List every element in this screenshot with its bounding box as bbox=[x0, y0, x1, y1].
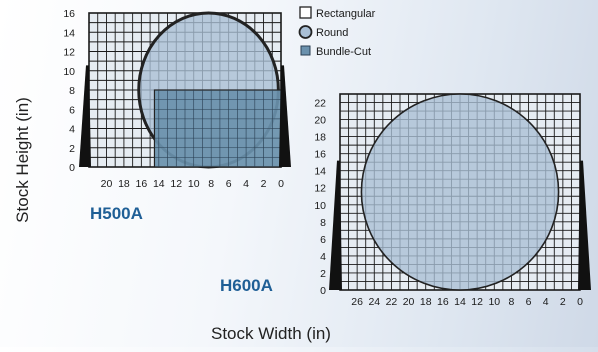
h500a-y-tick-label: 12 bbox=[63, 47, 75, 59]
h500a-y-tick-label: 14 bbox=[63, 27, 75, 39]
h500a-y-tick-label: 6 bbox=[69, 104, 75, 116]
h600a-y-tick-label: 14 bbox=[314, 166, 326, 178]
h500a-x-tick-label: 16 bbox=[136, 178, 148, 190]
h500a-x-tick-label: 6 bbox=[226, 178, 232, 190]
h500a-x-tick-label: 10 bbox=[188, 178, 200, 190]
legend-bundle-cut-label: Bundle-Cut bbox=[316, 46, 371, 58]
h600a-y-tick-label: 18 bbox=[314, 132, 326, 144]
legend-round-swatch bbox=[298, 25, 313, 39]
h600a-round-area bbox=[360, 93, 560, 291]
h500a-x-tick-label: 18 bbox=[118, 178, 130, 190]
h600a-x-tick-label: 20 bbox=[403, 296, 415, 308]
h600a-x-tick-label: 16 bbox=[437, 296, 449, 308]
h600a-y-tick-label: 2 bbox=[320, 268, 326, 280]
h600a-x-tick-label: 14 bbox=[454, 296, 466, 308]
h600a-x-tick-label: 22 bbox=[386, 296, 398, 308]
h600a-x-tick-label: 12 bbox=[471, 296, 483, 308]
h600a-y-tick-label: 0 bbox=[320, 285, 326, 297]
h500a-x-tick-label: 4 bbox=[243, 178, 249, 190]
h500a-y-tick-label: 4 bbox=[69, 124, 75, 136]
h500a-x-tick-label: 2 bbox=[261, 178, 267, 190]
h500a-y-tick-label: 8 bbox=[69, 85, 75, 97]
h500a-y-tick-label: 2 bbox=[69, 143, 75, 155]
h600a-x-tick-label: 4 bbox=[543, 296, 549, 308]
x-axis-title: Stock Width (in) bbox=[211, 324, 331, 343]
h600a-y-tick-label: 6 bbox=[320, 234, 326, 246]
legend-bundle-cut-swatch bbox=[300, 45, 311, 56]
h500a-x-tick-label: 14 bbox=[153, 178, 165, 190]
legend-round-label: Round bbox=[316, 27, 348, 39]
h500a-x-tick-label: 20 bbox=[101, 178, 113, 190]
h600a-y-tick-label: 12 bbox=[314, 183, 326, 195]
h600a-right-jaw bbox=[578, 160, 591, 290]
h500a-left-jaw bbox=[79, 65, 91, 167]
h500a-x-tick-label: 8 bbox=[208, 178, 214, 190]
legend-rectangular-swatch bbox=[299, 6, 312, 19]
legend-rectangular-label: Rectangular bbox=[316, 8, 376, 20]
h600a-y-tick-label: 20 bbox=[314, 115, 326, 127]
h600a-x-tick-label: 18 bbox=[420, 296, 432, 308]
h600a-left-jaw bbox=[329, 160, 342, 290]
h600a-x-tick-label: 8 bbox=[509, 296, 515, 308]
h600a-x-tick-label: 26 bbox=[351, 296, 363, 308]
h500a-x-tick-label: 12 bbox=[170, 178, 182, 190]
h500a-model-label: H500A bbox=[90, 204, 143, 223]
h600a-y-tick-label: 16 bbox=[314, 149, 326, 161]
h600a-x-tick-label: 2 bbox=[560, 296, 566, 308]
h600a-x-tick-label: 6 bbox=[526, 296, 532, 308]
h600a-y-tick-label: 10 bbox=[314, 200, 326, 212]
y-axis-title: Stock Height (in) bbox=[13, 97, 32, 223]
h500a-x-tick-label: 0 bbox=[278, 178, 284, 190]
h500a-y-tick-label: 16 bbox=[63, 8, 75, 20]
h500a-right-jaw bbox=[279, 65, 291, 167]
h600a-y-tick-label: 4 bbox=[320, 251, 326, 263]
legend: Rectangular Round Bundle-Cut bbox=[298, 6, 376, 58]
h600a-y-tick-label: 8 bbox=[320, 217, 326, 229]
h600a-model-label: H600A bbox=[220, 276, 273, 295]
h600a-y-tick-label: 22 bbox=[314, 98, 326, 110]
h600a-x-tick-label: 0 bbox=[577, 296, 583, 308]
h500a-y-tick-label: 0 bbox=[69, 162, 75, 174]
h500a-y-tick-label: 10 bbox=[63, 66, 75, 78]
h600a-x-tick-label: 10 bbox=[488, 296, 500, 308]
h600a-x-tick-label: 24 bbox=[368, 296, 380, 308]
